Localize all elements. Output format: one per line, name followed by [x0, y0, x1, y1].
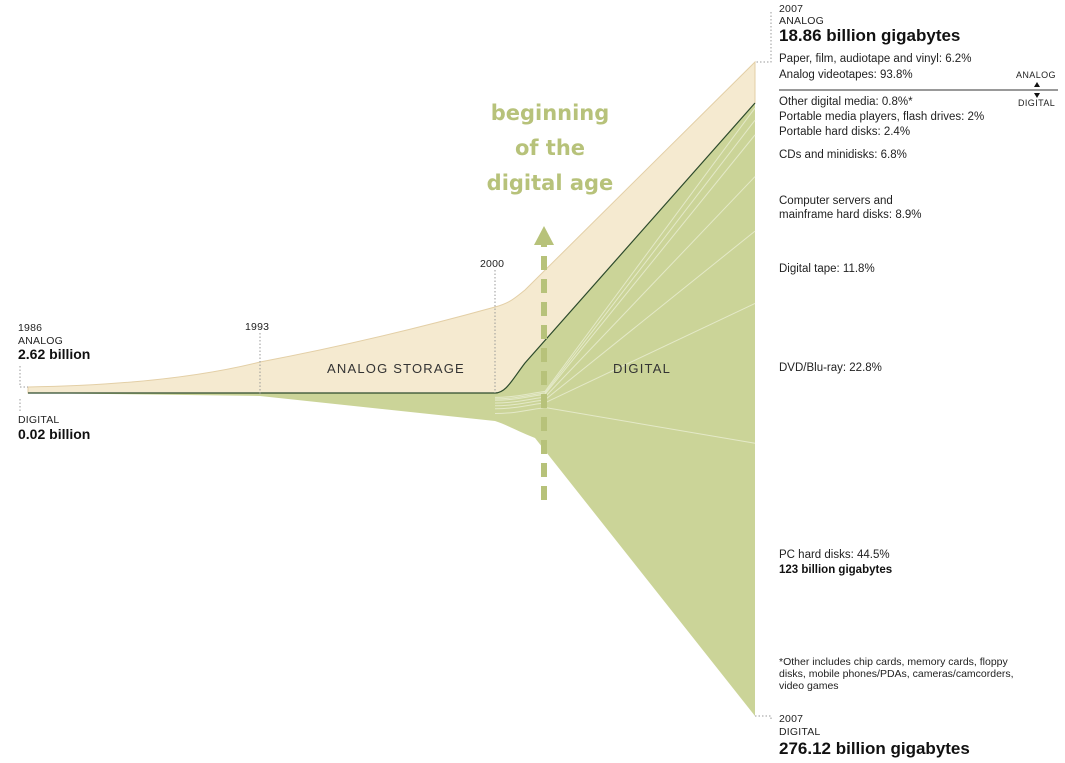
end-analog-year: 2007 [779, 3, 804, 15]
digital-breakdown-digital-tape: Digital tape: 11.8% [779, 263, 875, 275]
analog-breakdown-paper: Paper, film, audiotape and vinyl: 6.2% [779, 53, 972, 65]
start-year-label: 1986 [18, 322, 43, 334]
digital-breakdown-pc-hard-disks: PC hard disks: 44.5% [779, 549, 890, 561]
digital-breakdown-portable-hard-disks: Portable hard disks: 2.4% [779, 126, 911, 138]
end-analog-value: 18.86 billion gigabytes [779, 26, 961, 45]
digital-stream-line-1 [494, 107, 756, 398]
start-digital-value: 0.02 billion [18, 426, 91, 442]
annotation-line-1: beginning [490, 101, 610, 125]
region-label-analog: ANALOG STORAGE [327, 361, 465, 376]
digital-breakdown-cds: CDs and minidisks: 6.8% [779, 149, 907, 161]
year-label-1993: 1993 [245, 321, 270, 333]
guide-end-digital [755, 715, 772, 720]
year-label-2000: 2000 [480, 258, 505, 270]
end-digital-year: 2007 [779, 713, 804, 725]
start-analog-label: ANALOG [18, 335, 63, 347]
annotation-line-2: of the [514, 136, 586, 160]
guide-start-analog [19, 366, 28, 388]
digital-stream-line-2 [494, 119, 756, 400]
annotation-line-3: digital age [486, 171, 614, 195]
end-analog-label: ANALOG [779, 15, 824, 27]
divider-digital-label: DIGITAL [1018, 98, 1056, 108]
pc-hard-disks-value: 123 billion gigabytes [779, 564, 893, 576]
analog-breakdown-videotapes: Analog videotapes: 93.8% [779, 69, 913, 81]
end-digital-value: 276.12 billion gigabytes [779, 739, 970, 758]
footnote: *Other includes chip cards, memory cards… [779, 656, 1014, 692]
digital-breakdown-other: Other digital media: 0.8%* [779, 96, 913, 108]
divider-down-triangle-icon [1034, 93, 1040, 98]
digital-breakdown-dvd: DVD/Blu-ray: 22.8% [779, 362, 882, 374]
end-digital-label: DIGITAL [779, 726, 821, 738]
digital-age-annotation: beginning of the digital age [470, 96, 630, 201]
start-digital-label: DIGITAL [18, 414, 60, 426]
divider-analog-label: ANALOG [1016, 70, 1056, 80]
digital-breakdown-portable-media: Portable media players, flash drives: 2% [779, 111, 985, 123]
start-analog-value: 2.62 billion [18, 346, 91, 362]
divider-up-triangle-icon [1034, 82, 1040, 87]
digital-age-arrow-head-icon [534, 226, 554, 245]
digital-breakdown-servers: Computer servers and mainframe hard disk… [779, 195, 922, 221]
guide-end-analog [755, 12, 772, 63]
digital-storage-area [28, 103, 755, 716]
region-label-digital: DIGITAL [613, 361, 672, 376]
